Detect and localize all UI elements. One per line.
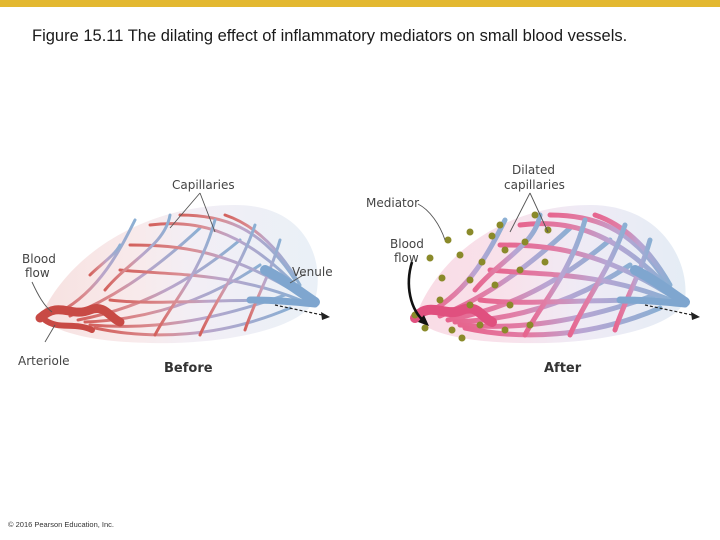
label-dilated-2: capillaries	[504, 178, 565, 192]
label-blood-flow-right-2: flow	[394, 251, 419, 265]
before-capillary-network	[35, 205, 330, 344]
blood-flow-arrowhead	[418, 315, 429, 326]
leader-lines	[31, 192, 549, 343]
slide-accent-bar	[0, 0, 720, 7]
label-dilated-1: Dilated	[512, 163, 555, 177]
label-after: After	[544, 361, 582, 376]
label-blood-flow-left-2: flow	[25, 266, 50, 280]
blood-flow-arrow	[407, 261, 426, 324]
label-arteriole: Arteriole	[18, 354, 70, 368]
mediator-dots	[411, 211, 552, 342]
label-blood-flow-right-1: Blood	[390, 237, 424, 251]
figure-caption: Figure 15.11 The dilating effect of infl…	[32, 27, 628, 45]
label-venule: Venule	[292, 265, 333, 279]
label-mediator: Mediator	[366, 196, 420, 210]
label-capillaries: Capillaries	[172, 178, 235, 192]
after-capillary-network	[410, 205, 700, 344]
label-before: Before	[164, 361, 213, 376]
copyright-notice: © 2016 Pearson Education, Inc.	[8, 520, 115, 529]
label-blood-flow-left-1: Blood	[22, 252, 56, 266]
